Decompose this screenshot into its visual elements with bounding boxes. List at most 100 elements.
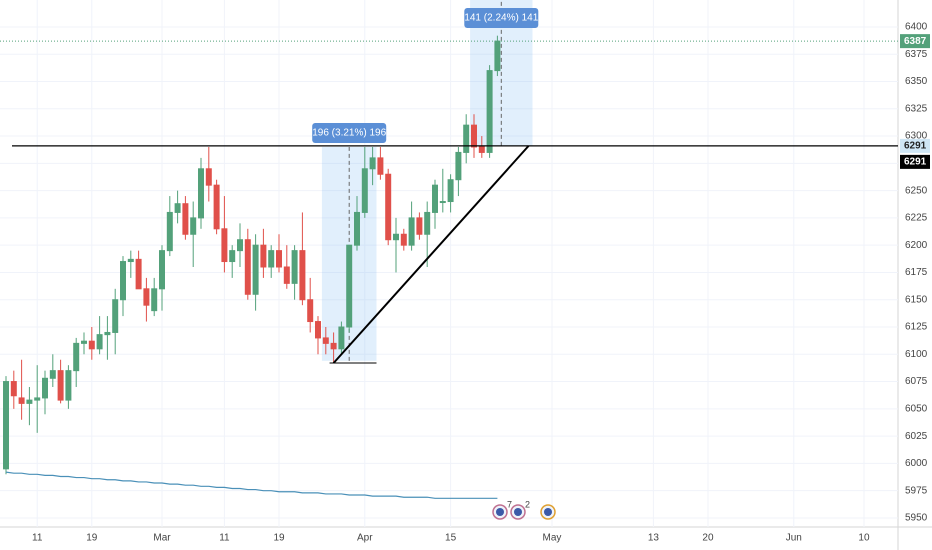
candle-body	[424, 211, 431, 235]
y-tick-label: 6175	[905, 267, 928, 278]
candle-body	[369, 157, 376, 170]
y-tick-label: 6025	[905, 431, 928, 442]
candle-body	[65, 370, 72, 401]
candle-body	[73, 342, 80, 372]
candle-body	[463, 124, 470, 153]
y-tick-label: 6250	[905, 185, 928, 196]
x-tick-label: Apr	[357, 533, 373, 544]
x-tick-label: 19	[86, 533, 98, 544]
x-tick-label: 19	[273, 533, 285, 544]
measure-label: 196 (3.21%) 196	[312, 128, 386, 139]
hline-tag	[900, 154, 930, 169]
candle-body	[307, 299, 314, 323]
candle-body	[205, 168, 212, 186]
candle-body	[330, 342, 337, 350]
candle-body	[455, 151, 462, 181]
event-count: 7	[507, 499, 512, 509]
candle-body	[57, 370, 64, 401]
y-tick-label: 6400	[905, 22, 928, 33]
candle-body	[49, 370, 56, 379]
candle-body	[346, 244, 353, 328]
candle-body	[361, 168, 368, 213]
candle-body	[299, 250, 306, 301]
y-tick-label: 6350	[905, 76, 928, 87]
hline-tag	[900, 138, 930, 153]
candle-body	[322, 337, 329, 344]
candle-body	[237, 239, 243, 252]
candle-body	[377, 157, 384, 175]
y-tick-label: 6200	[905, 240, 928, 251]
x-tick-label: Jun	[786, 533, 802, 544]
candle-body	[18, 397, 25, 404]
candle-body	[478, 146, 485, 153]
candle-body	[143, 288, 150, 306]
candle-body	[338, 326, 345, 350]
candle-body	[354, 211, 360, 246]
measure-label: 141 (2.24%) 141	[464, 13, 538, 24]
candle-body	[166, 211, 173, 252]
candle-body	[182, 203, 189, 235]
axes: 5950 5975 6000 6025 6050 6075 6100 6125 6150 6175…	[32, 8, 930, 544]
x-tick-label: 10	[858, 533, 870, 544]
y-tick-label: 6050	[905, 403, 928, 414]
candle-body	[96, 334, 103, 350]
candle-body	[120, 261, 127, 301]
candle-body	[198, 168, 204, 219]
candle-body	[135, 258, 142, 290]
y-tick-label: 6150	[905, 294, 928, 305]
trendline	[332, 145, 530, 364]
hline-label: 6291	[904, 141, 927, 152]
candle-body	[151, 288, 158, 312]
candle-body	[174, 203, 181, 213]
y-tick-label: 6125	[905, 322, 928, 333]
candle-body	[291, 250, 298, 284]
candle-body	[221, 228, 228, 263]
last-price-tag	[900, 34, 930, 49]
x-tick-label: Mar	[153, 533, 171, 544]
candle-body	[283, 266, 290, 284]
candle-body	[213, 184, 220, 230]
candle-body	[88, 340, 95, 350]
y-tick-label: 5975	[905, 485, 928, 496]
candle-body	[252, 244, 259, 295]
moving-average	[5, 471, 498, 499]
candle-body	[416, 217, 423, 235]
candle-body	[104, 331, 111, 336]
y-tick-label: 6300	[905, 131, 928, 142]
candle-body	[393, 233, 399, 241]
x-tick-label: 20	[702, 533, 714, 544]
candle-body	[159, 250, 165, 290]
x-tick-label: 13	[648, 533, 660, 544]
candle-body	[315, 321, 321, 339]
event-icon-flag	[544, 508, 552, 516]
candle-body	[268, 250, 275, 268]
candle-body	[10, 381, 17, 397]
candle-body	[408, 217, 415, 246]
x-tick-label: 11	[219, 533, 230, 544]
candle-body	[3, 381, 10, 470]
plot-area	[0, 0, 898, 499]
x-tick-label: 15	[445, 533, 457, 544]
candle-body	[34, 397, 41, 401]
x-tick-label: 11	[32, 533, 43, 544]
candle-body	[112, 299, 119, 333]
candle-body	[127, 258, 134, 263]
candle-body	[81, 340, 88, 344]
candle-body	[42, 377, 49, 399]
candle-body	[432, 184, 438, 213]
candle-body	[385, 173, 392, 241]
candle-body	[447, 179, 454, 203]
candle-body	[276, 250, 282, 268]
y-tick-label: 6225	[905, 213, 928, 224]
measure-label-box	[312, 122, 387, 143]
x-tick-label: May	[543, 533, 562, 544]
y-tick-label: 6000	[905, 458, 928, 469]
candle-body	[190, 217, 197, 235]
y-tick-label: 6075	[905, 376, 928, 387]
candle-body	[244, 239, 251, 295]
candle-body	[400, 233, 407, 246]
candle-body	[229, 250, 236, 263]
candle-body	[471, 124, 477, 148]
candle-body	[439, 201, 446, 204]
